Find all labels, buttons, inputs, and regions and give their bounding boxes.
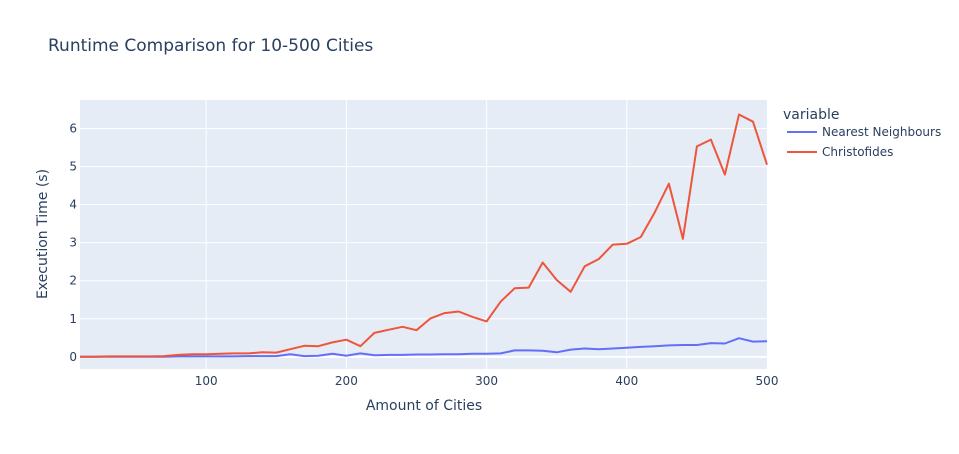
y-tick-label: 0 <box>69 350 77 364</box>
x-axis-ticks: 100 200 300 400 500 <box>195 374 779 388</box>
x-tick-label: 400 <box>615 374 638 388</box>
x-tick-label: 200 <box>335 374 358 388</box>
y-tick-label: 6 <box>69 122 77 136</box>
legend-title: variable <box>783 107 839 123</box>
chart-title: Runtime Comparison for 10-500 Cities <box>48 36 373 56</box>
legend-label: Nearest Neighbours <box>822 125 941 139</box>
legend-label: Christofides <box>822 145 893 159</box>
y-tick-label: 4 <box>69 198 77 212</box>
plot-area <box>80 100 767 369</box>
series-line-christofides[interactable] <box>80 113 768 358</box>
series-layer <box>80 113 768 358</box>
y-axis-label: Execution Time (s) <box>35 169 51 299</box>
x-tick-label: 100 <box>195 374 218 388</box>
x-tick-label: 500 <box>756 374 779 388</box>
legend-item[interactable]: Christofides <box>787 145 893 159</box>
y-tick-label: 3 <box>69 236 77 250</box>
y-tick-label: 2 <box>69 274 77 288</box>
y-tick-label: 5 <box>69 160 77 174</box>
x-axis-label: Amount of Cities <box>366 398 482 414</box>
series-line-nearest-neighbours[interactable] <box>80 337 768 358</box>
y-tick-label: 1 <box>69 312 77 326</box>
x-tick-label: 300 <box>475 374 498 388</box>
legend-item[interactable]: Nearest Neighbours <box>787 125 941 139</box>
legend[interactable]: Nearest Neighbours Christofides <box>787 125 941 159</box>
y-axis-ticks: 0 1 2 3 4 5 6 <box>69 122 77 364</box>
